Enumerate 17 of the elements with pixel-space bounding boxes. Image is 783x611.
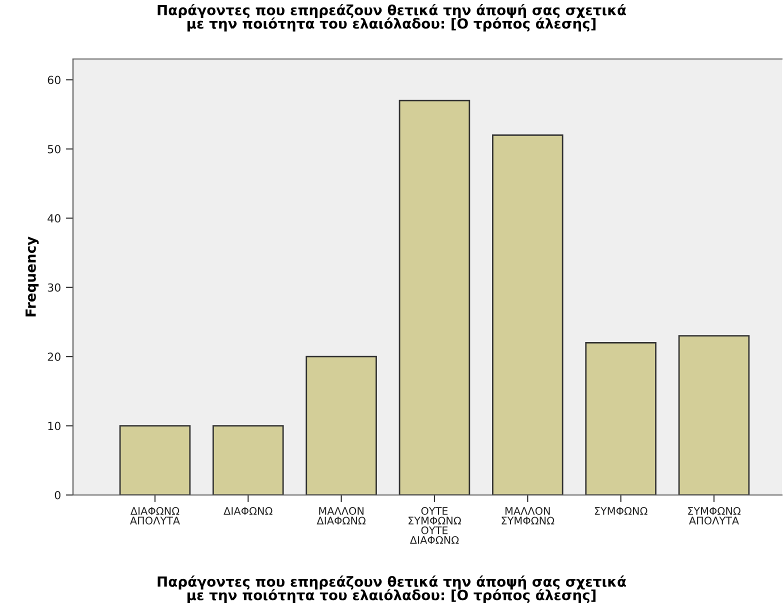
y-axis-title: Frequency [26, 236, 39, 316]
x-axis-title: Παράγοντες που επηρεάζουν θετικά την άποψή σας σχετικά με την ποιότητα του ελαιόλαδου: [Ο τρόπος άλεσης] [158, 576, 626, 603]
y-tick-label: 50 [48, 144, 60, 154]
y-tick-label: 10 [48, 422, 60, 430]
y-tick-label: 0 [54, 490, 60, 500]
y-tick-label: 30 [48, 283, 60, 292]
x-tick-label: ΜΑΛΛΟΝ ΔΙΑΦΩΝΩ [316, 506, 366, 524]
x-tick-label: ΣΥΜΦΩΝΩ [594, 507, 648, 515]
x-tick-label: ΣΥΜΦΩΝΩ ΑΠΟΛΥΤΑ [688, 507, 741, 525]
y-tick-label: 60 [48, 76, 60, 84]
y-tick-label: 20 [48, 352, 60, 361]
x-tick-label: ΟΥΤΕ ΣΥΜΦΩΝΩ ΟΥΤΕ ΔΙΑΦΩΝΩ [408, 506, 462, 544]
x-tick-label: ΜΑΛΛΟΝ ΣΥΜΦΩΝΩ [502, 506, 554, 524]
chart-title: Παράγοντες που επηρεάζουν θετικά την άποψή σας σχετικά με την ποιότητα του ελαιόλαδου: [Ο τρόπος άλεσης] [158, 4, 626, 32]
x-tick-label: ΔΙΑΦΩΝΩ [224, 507, 272, 515]
x-tick-label: ΔΙΑΦΩΝΩ ΑΠΟΛΥΤΑ [130, 507, 180, 525]
y-tick-label: 40 [48, 214, 60, 223]
